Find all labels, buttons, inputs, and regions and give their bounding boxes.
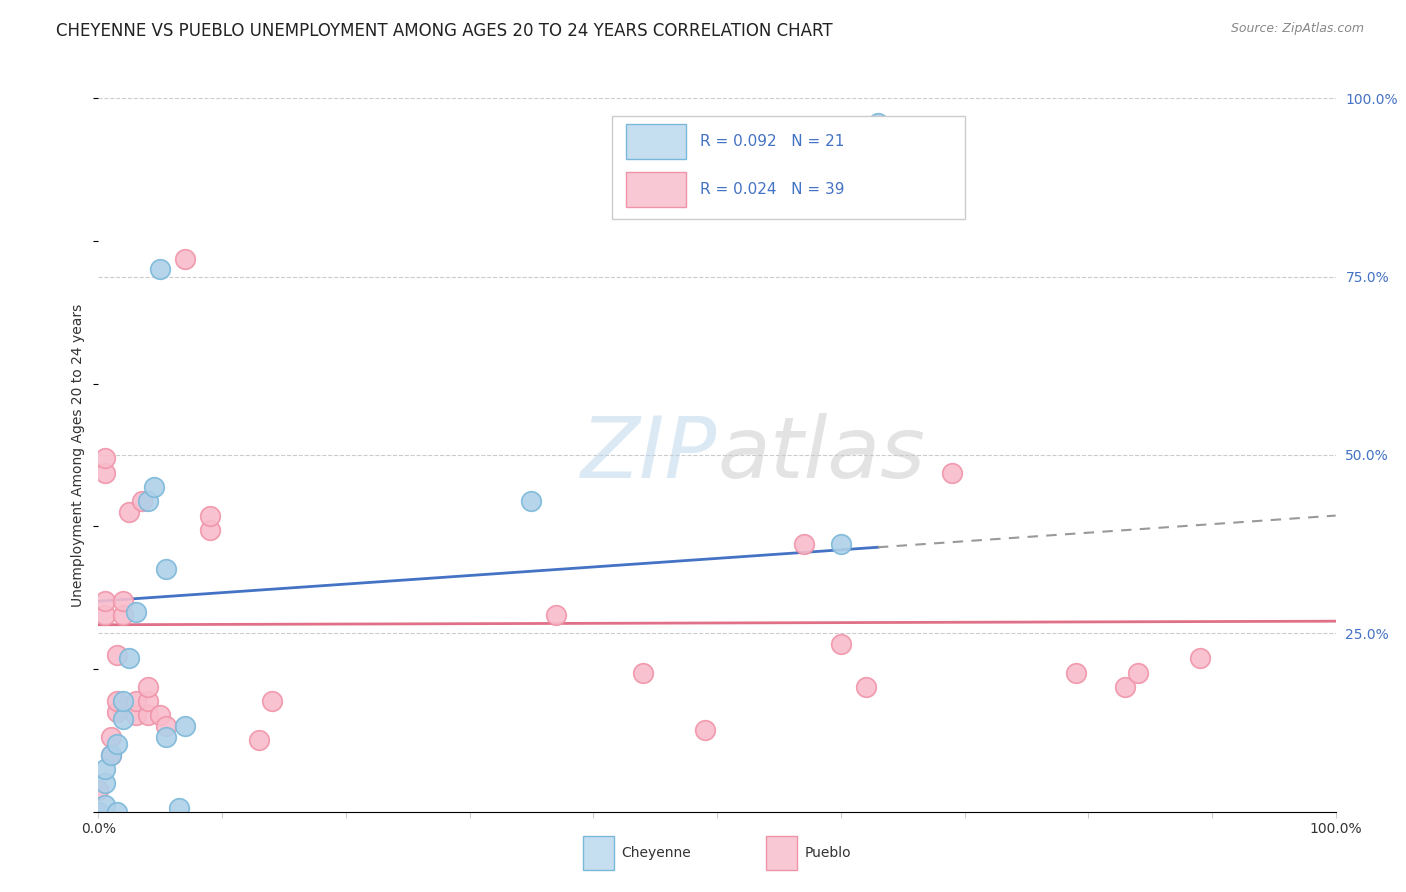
Point — [100, 747, 122, 762]
Point — [87, 783, 110, 797]
Point — [198, 508, 221, 523]
Point — [124, 605, 146, 619]
Point — [520, 494, 543, 508]
Point — [866, 116, 889, 130]
Text: ZIP: ZIP — [581, 413, 717, 497]
Point — [1064, 665, 1087, 680]
Point — [136, 494, 159, 508]
Point — [93, 762, 115, 776]
Point — [124, 708, 146, 723]
Point — [100, 747, 122, 762]
Point — [93, 594, 115, 608]
Text: CHEYENNE VS PUEBLO UNEMPLOYMENT AMONG AGES 20 TO 24 YEARS CORRELATION CHART: CHEYENNE VS PUEBLO UNEMPLOYMENT AMONG AG… — [56, 22, 832, 40]
Point — [155, 730, 177, 744]
Point — [149, 708, 172, 723]
Point — [112, 712, 135, 726]
Point — [546, 608, 568, 623]
Point — [93, 466, 115, 480]
Point — [793, 537, 815, 551]
Point — [93, 776, 115, 790]
Point — [93, 797, 115, 812]
Point — [855, 680, 877, 694]
Point — [830, 637, 852, 651]
Point — [149, 262, 172, 277]
Text: Source: ZipAtlas.com: Source: ZipAtlas.com — [1230, 22, 1364, 36]
Text: Cheyenne: Cheyenne — [621, 846, 692, 860]
Point — [198, 523, 221, 537]
Y-axis label: Unemployment Among Ages 20 to 24 years: Unemployment Among Ages 20 to 24 years — [72, 303, 86, 607]
Point — [941, 466, 963, 480]
Point — [155, 719, 177, 733]
Point — [830, 537, 852, 551]
Point — [247, 733, 270, 747]
Point — [93, 608, 115, 623]
Point — [112, 608, 135, 623]
Point — [260, 694, 283, 708]
Point — [105, 705, 128, 719]
Point — [631, 665, 654, 680]
Point — [136, 694, 159, 708]
Point — [100, 730, 122, 744]
Point — [105, 648, 128, 662]
Point — [136, 708, 159, 723]
Point — [131, 494, 153, 508]
Point — [174, 252, 197, 266]
Point — [118, 505, 141, 519]
Point — [93, 451, 115, 466]
Point — [112, 694, 135, 708]
Point — [167, 801, 190, 815]
Point — [87, 805, 110, 819]
Point — [124, 694, 146, 708]
Point — [105, 805, 128, 819]
Point — [118, 651, 141, 665]
Point — [143, 480, 166, 494]
Point — [1126, 665, 1149, 680]
Point — [105, 737, 128, 751]
Point — [155, 562, 177, 576]
Text: atlas: atlas — [717, 413, 925, 497]
Point — [1188, 651, 1211, 665]
Point — [105, 694, 128, 708]
Point — [136, 680, 159, 694]
Point — [174, 719, 197, 733]
Point — [112, 594, 135, 608]
Point — [1114, 680, 1136, 694]
Point — [87, 805, 110, 819]
Text: Pueblo: Pueblo — [804, 846, 851, 860]
Point — [693, 723, 716, 737]
